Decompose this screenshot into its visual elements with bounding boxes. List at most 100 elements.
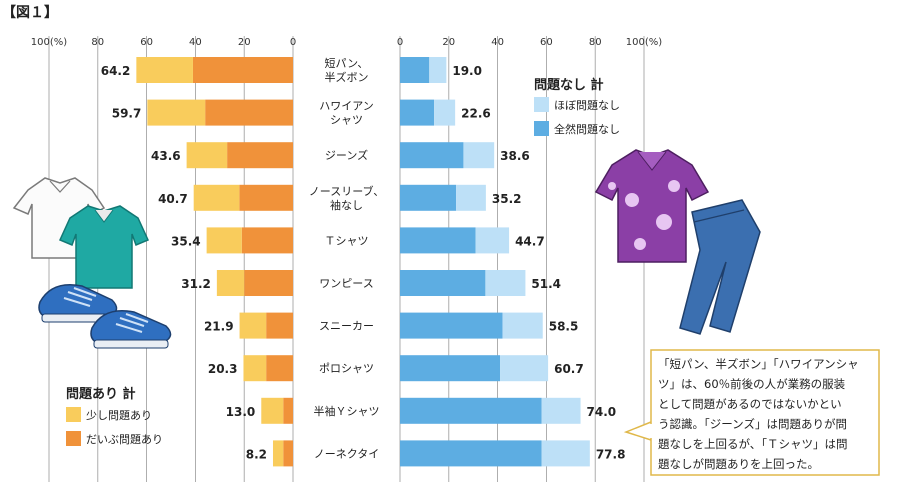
- sneakers-icon: [38, 284, 172, 349]
- left-total-label: 8.2: [246, 447, 267, 461]
- category-label: 半袖Ｙシャツ: [314, 404, 380, 418]
- bar-heavy-problem: [241, 227, 293, 254]
- right-total-label: 44.7: [515, 234, 545, 248]
- right-tick-label: 60: [540, 37, 553, 48]
- legend-left-title: 問題あり 計: [66, 386, 136, 402]
- bar-no-problem: [400, 57, 430, 83]
- bar-no-problem: [400, 440, 542, 467]
- bar-light-problem: [272, 440, 284, 467]
- bar-no-problem: [400, 312, 503, 339]
- right-total-label: 77.8: [596, 447, 626, 461]
- right-tick-label: 0: [397, 37, 403, 48]
- left-total-label: 64.2: [101, 64, 131, 78]
- bar-mostly-ok: [456, 184, 486, 211]
- callout-line-5: 題なしが問題ありを上回った。: [658, 457, 819, 471]
- legend-right-title: 問題なし 計: [534, 77, 604, 93]
- bar-light-problem: [136, 57, 193, 83]
- legend-left: 問題あり 計 少し問題あり だいぶ問題あり: [66, 386, 163, 446]
- bar-light-problem: [206, 227, 242, 254]
- right-total-label: 60.7: [554, 362, 584, 376]
- bar-heavy-problem: [283, 397, 293, 424]
- right-total-label: 51.4: [531, 277, 561, 291]
- bar-mostly-ok: [500, 355, 549, 382]
- legend-swatch-no-problem: [534, 121, 549, 136]
- category-label: ノースリーブ、: [309, 184, 384, 198]
- bar-light-problem: [261, 397, 284, 424]
- category-label: シャツ: [330, 114, 363, 127]
- bar-mostly-ok: [475, 227, 510, 254]
- left-axis-ticks: 100(%) 80 60 40 20 0: [31, 37, 296, 48]
- callout-line-2: として問題があるのではないかとい: [658, 397, 842, 411]
- category-label: ポロシャツ: [319, 362, 374, 375]
- right-tick-label: 100(%): [626, 37, 662, 48]
- bar-mostly-ok: [502, 312, 543, 339]
- bar-no-problem: [400, 142, 464, 169]
- bar-no-problem: [400, 184, 457, 211]
- left-total-label: 40.7: [158, 192, 188, 206]
- legend-left-item-1: だいぶ問題あり: [86, 433, 163, 446]
- bar-light-problem: [243, 355, 267, 382]
- left-total-label: 35.4: [171, 234, 201, 248]
- callout-line-4: 題なしを上回るが、「Ｔシャツ」は問: [658, 437, 848, 451]
- category-label: 短パン、: [325, 56, 369, 70]
- bar-mostly-ok: [434, 99, 456, 126]
- left-tick-label: 20: [238, 37, 251, 48]
- callout-line-0: 「短パン、半ズボン」「ハワイアンシャ: [658, 357, 859, 371]
- right-tick-label: 80: [589, 37, 602, 48]
- bar-mostly-ok: [541, 440, 590, 467]
- left-bars: [136, 57, 293, 467]
- bar-no-problem: [400, 355, 501, 382]
- right-total-label: 74.0: [587, 405, 617, 419]
- bar-light-problem: [216, 270, 245, 296]
- jeans-icon: [679, 199, 761, 335]
- bar-heavy-problem: [192, 57, 293, 83]
- bar-light-problem: [239, 312, 267, 339]
- legend-swatch-light-problem: [66, 407, 81, 422]
- category-label: 袖なし: [330, 198, 363, 212]
- category-label: ジーンズ: [325, 148, 368, 162]
- bar-mostly-ok: [429, 57, 447, 83]
- bar-no-problem: [400, 99, 435, 126]
- legend-swatch-heavy-problem: [66, 431, 81, 446]
- right-bars: [400, 57, 590, 467]
- bar-no-problem: [400, 227, 476, 254]
- bar-no-problem: [400, 270, 486, 296]
- left-total-label: 59.7: [112, 107, 142, 121]
- right-total-labels: 19.0 22.6 38.6 35.2 44.7 51.4 58.5 60.7 74.0 77.8: [452, 64, 625, 461]
- right-total-label: 19.0: [452, 64, 482, 78]
- bar-light-problem: [147, 99, 206, 126]
- left-total-label: 21.9: [204, 320, 234, 334]
- category-label: ノーネクタイ: [314, 447, 380, 460]
- bar-heavy-problem: [205, 99, 293, 126]
- left-tick-label: 100(%): [31, 37, 67, 48]
- left-total-labels: 64.2 59.7 43.6 40.7 35.4 31.2 21.9 20.3 13.0 8.2: [101, 64, 267, 461]
- legend-right-item-0: ほぼ問題なし: [554, 99, 620, 112]
- legend-right: 問題なし 計 ほぼ問題なし 全然問題なし: [534, 77, 620, 136]
- category-label: 半ズボン: [325, 70, 369, 84]
- polo-shirt-icon: [58, 205, 150, 289]
- bar-mostly-ok: [463, 142, 495, 169]
- figure-label: 【図１】: [2, 5, 58, 21]
- right-total-label: 58.5: [549, 320, 579, 334]
- category-label: Ｔシャツ: [325, 234, 369, 247]
- callout-line-3: う認識。「ジーンズ」は問題ありが問: [658, 417, 847, 431]
- right-total-label: 38.6: [500, 149, 530, 163]
- category-label: ハワイアン: [319, 100, 374, 113]
- callout-box: [650, 349, 880, 476]
- right-axis-ticks: 0 20 40 60 80 100(%): [397, 37, 662, 48]
- hawaiian-shirt-icon: [594, 149, 710, 263]
- callout-line-1: ツ」は、60％前後の人が業務の服装: [658, 377, 846, 391]
- right-total-label: 35.2: [492, 192, 522, 206]
- bar-heavy-problem: [266, 355, 293, 382]
- left-tick-label: 0: [290, 37, 296, 48]
- bar-mostly-ok: [541, 397, 581, 424]
- left-total-label: 20.3: [208, 362, 238, 376]
- right-tick-label: 20: [442, 37, 455, 48]
- bar-no-problem: [400, 397, 542, 424]
- right-tick-label: 40: [491, 37, 504, 48]
- legend-right-item-1: 全然問題なし: [554, 122, 620, 136]
- bar-mostly-ok: [485, 270, 526, 296]
- left-tick-label: 80: [91, 37, 104, 48]
- bar-heavy-problem: [244, 270, 293, 296]
